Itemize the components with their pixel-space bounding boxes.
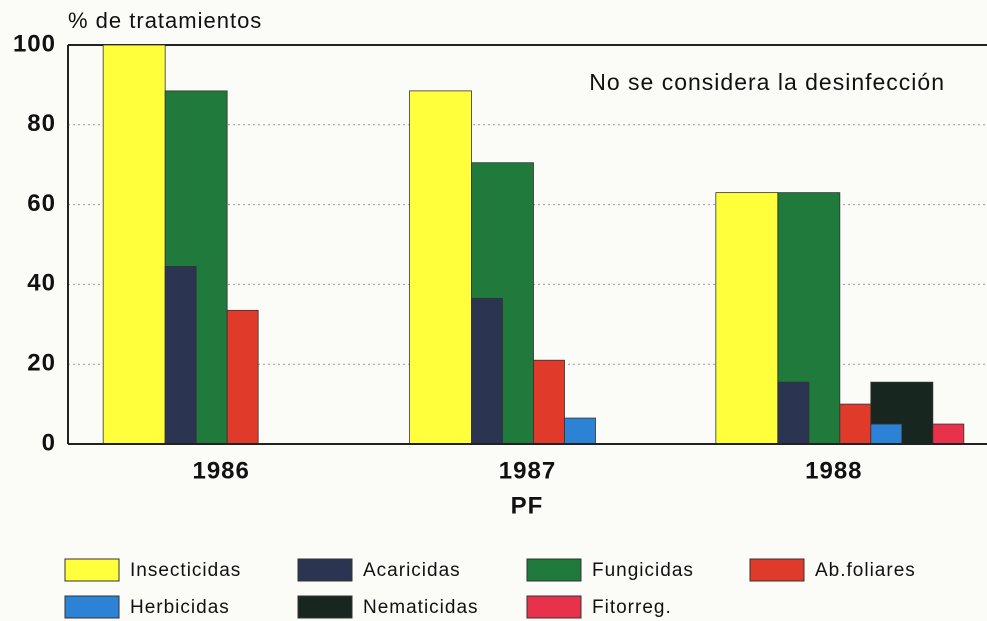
bar (164, 266, 197, 445)
legend-swatch (749, 558, 805, 582)
x-tick-label: 1987 (499, 457, 556, 484)
x-tick-label: 1986 (192, 457, 249, 484)
bar (839, 403, 872, 445)
legend-label: Acaricidas (363, 560, 461, 581)
y-tick-label: 60 (27, 190, 56, 217)
bar (226, 309, 259, 445)
legend-swatch (297, 595, 353, 619)
annotation: No se considera la desinfección (589, 69, 945, 95)
legend-swatch (526, 558, 582, 582)
bar (564, 417, 596, 445)
y-tick-label: 0 (42, 429, 56, 456)
bar (409, 90, 472, 445)
legend-swatch (297, 558, 353, 582)
y-tick-label: 80 (27, 110, 56, 137)
bar (777, 381, 810, 445)
bar (715, 192, 779, 445)
bar (533, 359, 565, 445)
legend-swatch (526, 595, 582, 619)
bar (870, 423, 903, 445)
legend-label: Fitorreg. (592, 597, 672, 618)
legend-label: Ab.foliares (815, 560, 916, 581)
legend-label: Fungicidas (592, 560, 694, 581)
x-axis-label: PF (511, 492, 544, 519)
legend-swatch (64, 558, 120, 582)
y-axis-label: % de tratamientos (68, 8, 262, 33)
bar (932, 423, 965, 445)
legend-label: Herbicidas (130, 597, 230, 618)
y-tick-label: 100 (13, 30, 56, 57)
legend-label: Insecticidas (130, 560, 241, 581)
x-tick-label: 1988 (805, 457, 862, 484)
bar (102, 44, 166, 445)
legend-label: Nematicidas (363, 597, 479, 618)
legend-swatch (64, 595, 120, 619)
bar (471, 297, 503, 445)
y-tick-label: 20 (27, 350, 56, 377)
y-tick-label: 40 (27, 270, 56, 297)
